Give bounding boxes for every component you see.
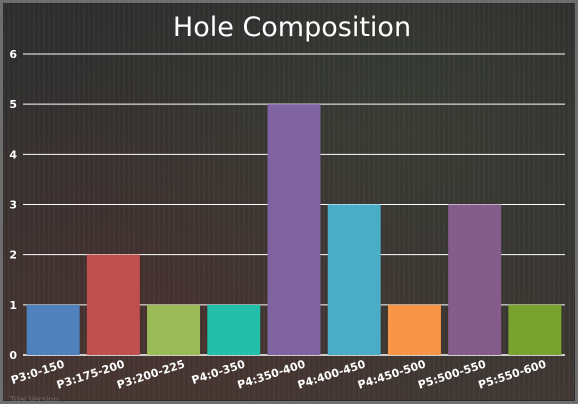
bars: [26, 104, 562, 356]
bar: [508, 304, 562, 355]
x-tick-label: P4:350-400: [236, 357, 307, 391]
bar-chart: Hole Composition 0 1 2 3 4 5 6 P3:0-150P3:175-…: [9, 12, 565, 404]
y-tick-label: 2: [9, 249, 17, 262]
x-tick-label: P4:400-450: [296, 357, 367, 391]
x-tick-label: P3:200-225: [115, 357, 186, 391]
watermark-text: Trial Version: [9, 395, 58, 404]
bar: [448, 204, 502, 355]
bar: [86, 254, 140, 355]
bar: [147, 304, 201, 355]
bar: [207, 304, 261, 355]
y-tick-label: 0: [9, 349, 17, 362]
y-tick-label: 4: [9, 148, 17, 161]
bar: [26, 304, 80, 355]
x-tick-label: P5:500-550: [416, 357, 487, 391]
y-tick-label: 3: [9, 199, 17, 212]
bar: [387, 304, 441, 355]
bar: [267, 104, 321, 356]
x-tick-label: P5:550-600: [477, 357, 548, 391]
y-axis: 0 1 2 3 4 5 6: [9, 48, 17, 362]
chart-title: Hole Composition: [173, 12, 411, 43]
x-tick-label: P4:450-500: [356, 357, 427, 391]
x-tick-label: P3:175-200: [55, 357, 126, 391]
y-tick-label: 1: [9, 299, 17, 312]
bar: [327, 204, 381, 355]
y-tick-label: 6: [9, 48, 17, 61]
y-tick-label: 5: [9, 98, 17, 111]
